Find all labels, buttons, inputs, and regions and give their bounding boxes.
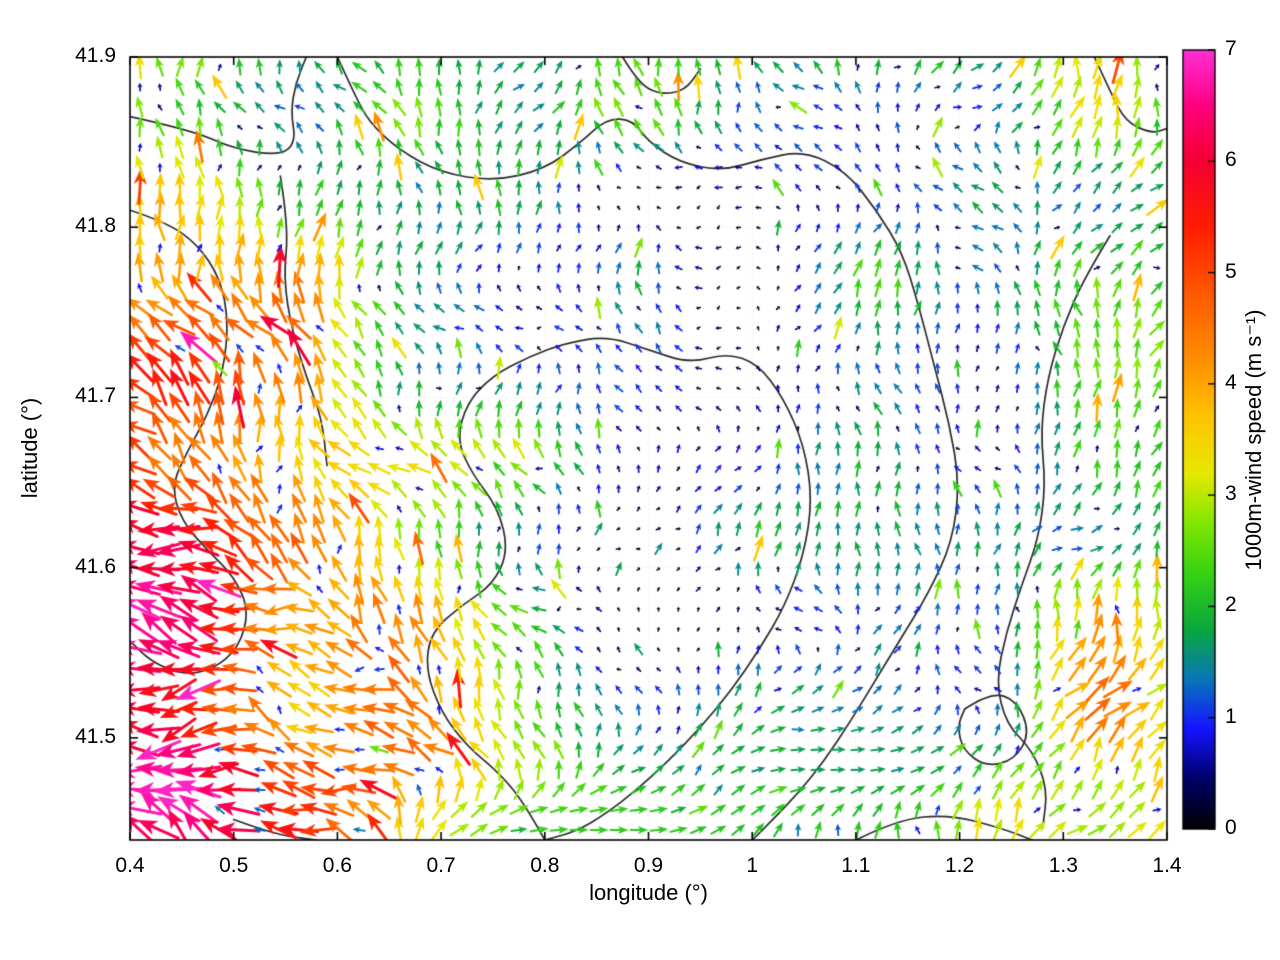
y-tick-label: 41.6 [75,554,116,578]
colorbar-tick-label: 2 [1225,593,1237,617]
colorbar-tick-label: 1 [1225,704,1237,728]
x-tick-label: 0.7 [426,854,456,877]
colorbar-tick-label: 4 [1225,370,1237,394]
x-tick-label: 0.9 [633,854,664,877]
y-tick-label: 41.8 [75,214,116,238]
x-tick-label: 0.6 [322,854,352,877]
x-tick-label: 1.3 [1048,854,1078,877]
x-tick-label: 0.8 [530,854,560,877]
x-axis-label: longitude (°) [589,880,708,905]
x-tick-label: 1.1 [841,854,871,877]
colorbar-label: 1000m-wind speed (m s⁻¹) [1241,309,1266,571]
y-tick-label: 41.9 [75,44,116,67]
colorbar-tick-label: 0 [1225,816,1237,839]
x-tick-label: 1.2 [944,854,975,877]
y-axis-label: latitude (°) [17,397,42,499]
colorbar-tick-label: 3 [1225,482,1237,506]
x-tick-label: 1.4 [1152,854,1182,877]
y-tick-label: 41.5 [75,724,116,748]
colorbar-tick-label: 6 [1225,148,1237,172]
colorbar-tick-label: 7 [1225,37,1237,60]
x-tick-label: 0.5 [219,854,249,877]
colorbar-tick-label: 5 [1225,259,1237,283]
y-tick-label: 41.7 [75,384,116,408]
x-tick-label: 1 [746,854,759,877]
x-tick-label: 0.4 [115,854,145,877]
